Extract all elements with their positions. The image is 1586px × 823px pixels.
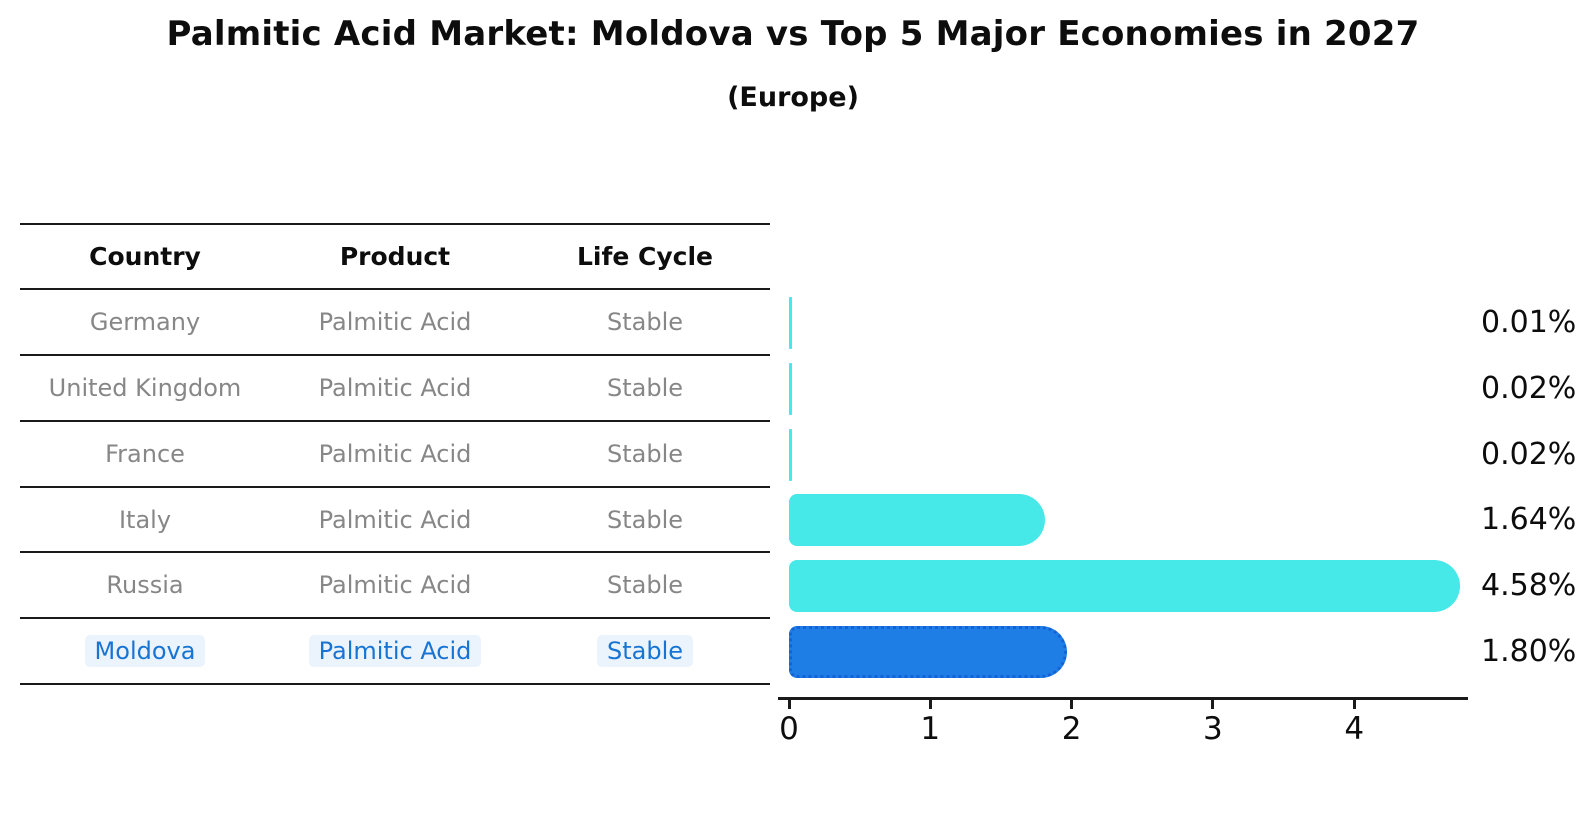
cell-lifecycle: Stable bbox=[606, 308, 684, 337]
bar-united-kingdom bbox=[789, 362, 792, 415]
x-tick-label-0: 0 bbox=[779, 711, 799, 747]
table-row-russia: Russia Palmitic Acid Stable bbox=[20, 553, 770, 620]
x-tick-label-1: 1 bbox=[920, 711, 941, 747]
table-row-france: France Palmitic Acid Stable bbox=[20, 422, 770, 488]
value-label-russia: 4.58% bbox=[1481, 568, 1577, 604]
cell-product: Palmitic Acid bbox=[318, 373, 472, 402]
x-axis-line bbox=[778, 697, 1468, 700]
cell-lifecycle: Stable bbox=[606, 505, 684, 534]
x-tick-4 bbox=[1352, 700, 1356, 709]
cell-product: Palmitic Acid bbox=[318, 571, 472, 600]
page-subtitle: (Europe) bbox=[727, 82, 859, 113]
cell-product: Palmitic Acid bbox=[318, 308, 472, 337]
column-header-product: Product bbox=[339, 242, 451, 272]
column-header-lifecycle: Life Cycle bbox=[576, 242, 714, 272]
cell-country: Moldova bbox=[84, 635, 206, 668]
column-header-country: Country bbox=[89, 242, 201, 272]
bar-italy bbox=[789, 494, 1045, 547]
bar-moldova bbox=[789, 625, 1068, 678]
value-label-united-kingdom: 0.02% bbox=[1481, 370, 1577, 406]
cell-country: United Kingdom bbox=[48, 373, 242, 402]
cell-lifecycle: Stable bbox=[596, 635, 694, 668]
value-label-moldova: 1.80% bbox=[1481, 633, 1577, 669]
bar-france bbox=[789, 428, 792, 481]
cell-product: Palmitic Acid bbox=[318, 505, 472, 534]
cell-country: Russia bbox=[106, 571, 184, 600]
cell-country: Italy bbox=[118, 505, 172, 534]
table-row-italy: Italy Palmitic Acid Stable bbox=[20, 488, 770, 554]
cell-product: Palmitic Acid bbox=[308, 635, 482, 668]
cell-lifecycle: Stable bbox=[606, 439, 684, 468]
x-tick-3 bbox=[1211, 700, 1215, 709]
value-label-germany: 0.01% bbox=[1481, 304, 1577, 340]
bar-germany bbox=[789, 296, 792, 349]
comparison-table: Country Product Life Cycle Germany Palmi… bbox=[20, 223, 770, 686]
value-label-italy: 1.64% bbox=[1481, 502, 1577, 538]
cell-country: Germany bbox=[89, 308, 201, 337]
x-tick-label-3: 3 bbox=[1203, 711, 1223, 747]
cell-lifecycle: Stable bbox=[606, 571, 684, 600]
x-tick-1 bbox=[928, 700, 932, 709]
bar-russia bbox=[789, 560, 1461, 613]
cell-lifecycle: Stable bbox=[606, 373, 684, 402]
value-label-france: 0.02% bbox=[1481, 436, 1577, 472]
x-tick-2 bbox=[1070, 700, 1074, 709]
page-title: Palmitic Acid Market: Moldova vs Top 5 M… bbox=[166, 14, 1420, 54]
x-tick-label-2: 2 bbox=[1061, 711, 1082, 747]
cell-country: France bbox=[105, 439, 185, 468]
table-row-germany: Germany Palmitic Acid Stable bbox=[20, 290, 770, 357]
table-row-united-kingdom: United Kingdom Palmitic Acid Stable bbox=[20, 356, 770, 422]
x-tick-label-4: 4 bbox=[1344, 711, 1365, 747]
x-tick-0 bbox=[787, 700, 791, 709]
table-header-row: Country Product Life Cycle bbox=[20, 225, 770, 291]
table-row-moldova: Moldova Palmitic Acid Stable bbox=[20, 619, 770, 686]
cell-product: Palmitic Acid bbox=[318, 439, 472, 468]
